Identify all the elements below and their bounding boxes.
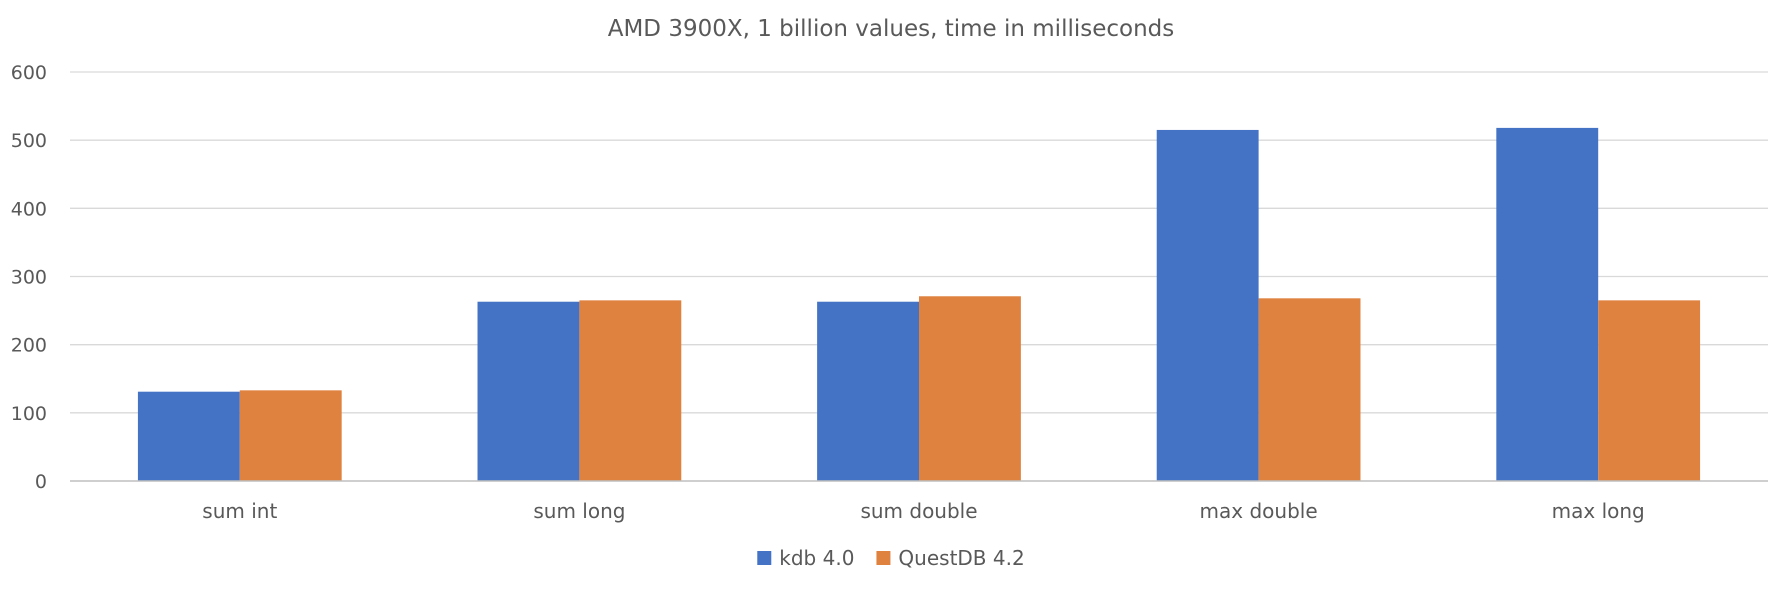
- bar-kdb-4-0: [1496, 127, 1599, 481]
- legend-label: QuestDB 4.2: [898, 546, 1024, 570]
- x-axis-categories: sum int sum long sum double max double max l…: [202, 499, 1644, 523]
- bar-kdb-4-0: [817, 301, 919, 481]
- bar-kdb-4-0: [137, 391, 240, 481]
- chart-title: AMD 3900X, 1 billion values, time in mil…: [608, 16, 1175, 42]
- x-category-label: sum double: [860, 499, 977, 523]
- legend-label: kdb 4.0: [779, 546, 854, 570]
- legend-swatch: [876, 551, 891, 565]
- y-axis-ticks: 0 100 200 300 400 500 600: [11, 62, 47, 493]
- y-tick-label: 600: [11, 62, 47, 84]
- y-tick-label: 400: [11, 198, 47, 220]
- x-category-label: sum int: [202, 499, 277, 523]
- gridlines: [70, 71, 1768, 414]
- bar-questdb-4-2: [579, 300, 682, 481]
- x-category-label: max double: [1200, 499, 1318, 523]
- y-tick-label: 0: [35, 471, 47, 493]
- bar-questdb-4-2: [919, 296, 1021, 481]
- bar-questdb-4-2: [239, 390, 342, 481]
- bars: [137, 127, 1701, 482]
- y-tick-label: 500: [11, 130, 47, 152]
- bar-questdb-4-2: [1598, 300, 1701, 481]
- bar-kdb-4-0: [1156, 129, 1259, 482]
- legend-swatch: [757, 551, 772, 565]
- legend: kdb 4.0 QuestDB 4.2: [757, 546, 1025, 570]
- bar-questdb-4-2: [1258, 298, 1361, 481]
- bar-kdb-4-0: [477, 301, 580, 481]
- y-tick-label: 200: [11, 335, 47, 357]
- y-tick-label: 100: [11, 403, 47, 425]
- y-tick-label: 300: [11, 267, 47, 289]
- x-category-label: max long: [1552, 499, 1645, 523]
- x-category-label: sum long: [533, 499, 625, 523]
